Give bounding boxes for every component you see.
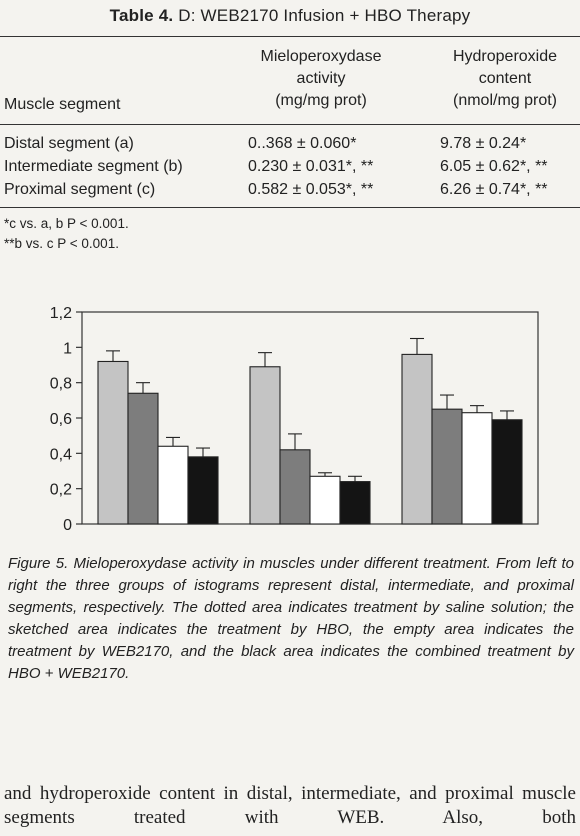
bar	[127, 392, 159, 525]
hydro-header: Hydroperoxide content (nmol/mg prot)	[430, 46, 580, 112]
bar	[339, 481, 371, 525]
table-title-text: D: WEB2170 Infusion + HBO Therapy	[178, 6, 471, 25]
row-3-hydro: 6.26 ± 0.74*, **	[440, 181, 548, 198]
mpo-header-line-2: activity	[296, 70, 346, 87]
bar	[461, 412, 493, 525]
y-tick-label: 0,8	[50, 376, 72, 393]
y-tick-label: 0,4	[50, 446, 72, 463]
row-2-mpo: 0.230 ± 0.031*, **	[248, 158, 374, 175]
bar	[491, 419, 523, 525]
y-tick-label: 0,6	[50, 411, 72, 428]
bar	[279, 449, 311, 525]
bar	[431, 408, 463, 525]
row-3-segment: Proximal segment (c)	[4, 181, 156, 198]
table-header-rule	[0, 124, 580, 125]
bar	[249, 366, 281, 525]
bar	[97, 360, 129, 525]
y-tick-label: 1,2	[50, 305, 72, 322]
row-3-mpo: 0.582 ± 0.053*, **	[248, 181, 374, 198]
hydro-header-line-1: Hydroperoxide	[452, 48, 558, 65]
bar-chart: 0 0,2 0,4 0,6 0,8 1 1,2	[50, 305, 539, 534]
footnote-2: **b vs. c P < 0.001.	[4, 236, 119, 251]
figure-caption: Figure 5. Mieloperoxydase activity in mu…	[8, 555, 574, 682]
row-2-hydro: 6.05 ± 0.62*, **	[440, 158, 548, 175]
row-1-segment: Distal segment (a)	[4, 135, 134, 152]
y-tick-label: 0,2	[50, 482, 72, 499]
row-1-hydro: 9.78 ± 0.24*	[440, 135, 527, 152]
mpo-header: Mieloperoxydase activity (mg/mg prot)	[236, 46, 406, 112]
y-tick-label: 1	[63, 340, 72, 357]
mpo-header-line-3: (mg/mg prot)	[275, 92, 367, 109]
y-tick-label: 0	[63, 517, 72, 534]
footnote-1: *c vs. a, b P < 0.001.	[4, 216, 129, 231]
table-bottom-rule	[0, 207, 580, 208]
table-top-rule	[0, 36, 580, 37]
bar	[157, 445, 189, 525]
mpo-header-line-1: Mieloperoxydase	[260, 48, 382, 65]
row-1-mpo: 0..368 ± 0.060*	[248, 135, 357, 152]
row-2-segment: Intermediate segment (b)	[4, 158, 183, 175]
bar	[187, 456, 219, 525]
bar	[401, 353, 433, 525]
bar	[309, 475, 341, 525]
hydro-header-line-2: content	[478, 70, 532, 87]
table-label: Table 4.	[109, 6, 174, 25]
body-text: and hydroperoxide content in distal, int…	[4, 783, 576, 828]
table-title: Table 4. D: WEB2170 Infusion + HBO Thera…	[0, 6, 580, 26]
segment-header: Muscle segment	[4, 96, 121, 113]
hydro-header-line-3: (nmol/mg prot)	[452, 92, 558, 109]
